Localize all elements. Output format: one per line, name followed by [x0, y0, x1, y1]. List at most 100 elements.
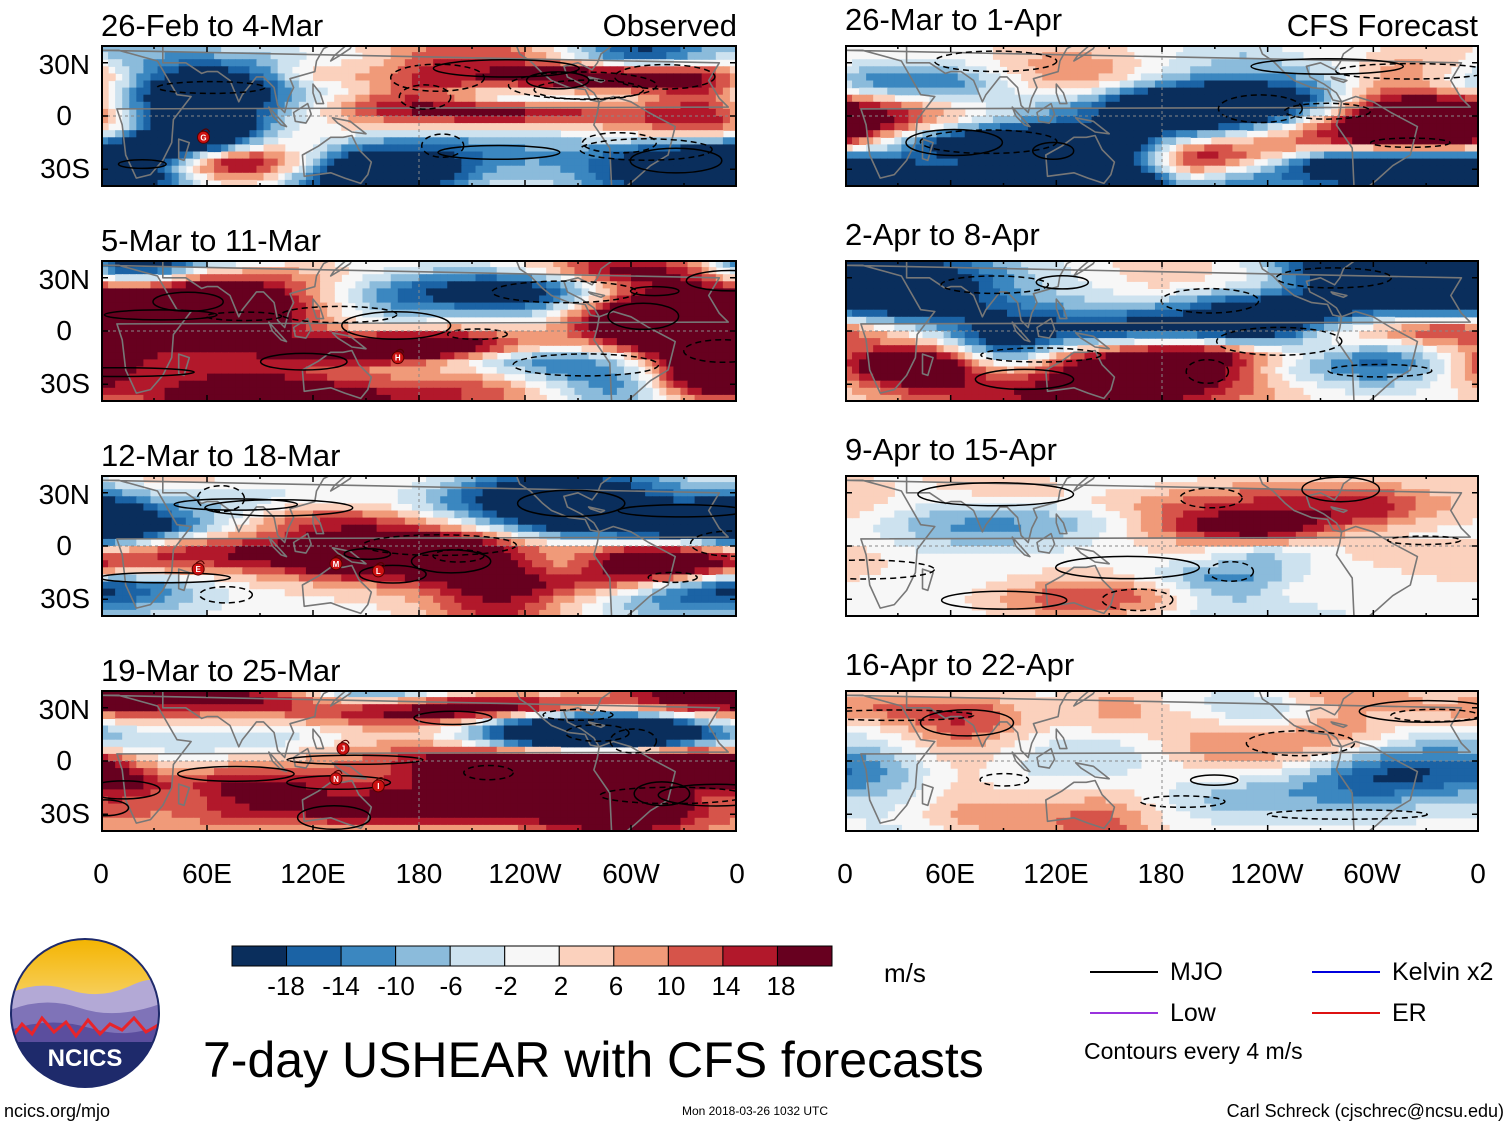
shear-cell [383, 288, 392, 297]
shear-cell [560, 510, 568, 519]
shear-cell [404, 553, 413, 561]
shear-cell [680, 345, 689, 353]
shear-cell [214, 288, 222, 297]
shear-cell [708, 94, 717, 103]
shear-cell [157, 137, 166, 145]
shear-cell [108, 373, 116, 382]
shear-cell [638, 260, 646, 268]
shear-cell [715, 52, 724, 60]
shear-cell [362, 531, 371, 540]
shear-cell [411, 316, 420, 325]
shear-cell [602, 475, 611, 483]
shear-cell [503, 531, 512, 540]
shear-cell [136, 560, 144, 568]
shear-cell [468, 602, 477, 611]
shear-cell [185, 123, 194, 131]
shear-cell [404, 87, 413, 96]
shear-cell [411, 560, 420, 568]
shear-cell [284, 574, 293, 583]
shear-cell [334, 553, 342, 561]
shear-cell [129, 574, 137, 583]
shear-cell [171, 101, 180, 110]
shear-cell [729, 387, 737, 396]
shear-cell [567, 116, 576, 124]
shear-cell [291, 345, 300, 353]
shear-cell [517, 496, 526, 504]
shear-cell [659, 503, 667, 512]
shear-cell [101, 496, 109, 504]
shear-cell [673, 581, 682, 590]
shear-cell [666, 101, 674, 110]
mjo-contour [579, 138, 713, 161]
shear-cell [489, 373, 498, 382]
shear-cell [588, 274, 597, 282]
shear-cell [652, 475, 660, 483]
shear-cell [694, 281, 703, 289]
shear-cell [539, 588, 547, 597]
shear-cell [532, 387, 540, 396]
shear-cell [263, 553, 272, 561]
shear-cell [461, 267, 470, 275]
shear-cell [256, 581, 265, 590]
shear-cell [214, 45, 222, 53]
shear-cell [199, 517, 208, 526]
shear-cell [122, 394, 130, 402]
shear-cell [270, 281, 279, 289]
shear-cell [108, 588, 116, 597]
shear-cell [277, 281, 286, 289]
shear-cell [101, 546, 109, 554]
shear-cell [228, 130, 236, 138]
shear-cell [588, 323, 597, 332]
shear-cell [433, 165, 441, 174]
shear-cell [150, 588, 159, 597]
shear-cell [588, 331, 597, 339]
shear-cell [199, 94, 208, 103]
shear-cell [595, 165, 604, 174]
shear-cell [659, 108, 667, 117]
shear-cell [461, 553, 470, 561]
shear-cell [171, 316, 180, 325]
shear-cell [108, 581, 116, 590]
shear-cell [171, 80, 180, 89]
shear-cell [595, 517, 604, 526]
shear-cell [602, 496, 611, 504]
shear-cell [129, 130, 137, 138]
shear-cell [171, 387, 180, 396]
shear-cell [652, 179, 660, 187]
shear-cell [701, 531, 710, 540]
shear-cell [532, 475, 540, 483]
shear-cell [376, 380, 385, 389]
shear-cell [411, 45, 420, 53]
shear-cell [411, 352, 420, 360]
shear-cell [150, 602, 159, 611]
shear-cell [313, 574, 321, 583]
shear-cell [355, 295, 364, 304]
shear-cell [404, 338, 413, 346]
shear-cell [567, 338, 576, 346]
shear-cell [489, 338, 498, 346]
shear-cell [595, 524, 604, 533]
shear-cell [623, 338, 632, 346]
shear-cell [207, 560, 215, 568]
shear-cell [115, 496, 123, 504]
shear-cell [454, 179, 462, 187]
shear-cell [419, 179, 427, 187]
shear-cell [369, 172, 378, 181]
shear-cell [715, 151, 724, 160]
shear-cell [256, 352, 265, 360]
shear-cell [298, 510, 307, 519]
shear-cell [609, 137, 618, 145]
shear-cell [708, 130, 717, 138]
shear-cell [397, 538, 406, 547]
shear-cell [242, 352, 250, 360]
shear-cell [659, 101, 667, 110]
shear-cell [207, 52, 215, 60]
shear-cell [567, 567, 576, 575]
shear-cell [546, 151, 554, 160]
shear-cell [602, 602, 611, 611]
y-tick-label: 30S [40, 798, 90, 829]
shear-cell [150, 546, 159, 554]
shear-cell [638, 359, 646, 368]
shear-cell [298, 94, 307, 103]
shear-cell [101, 553, 109, 561]
